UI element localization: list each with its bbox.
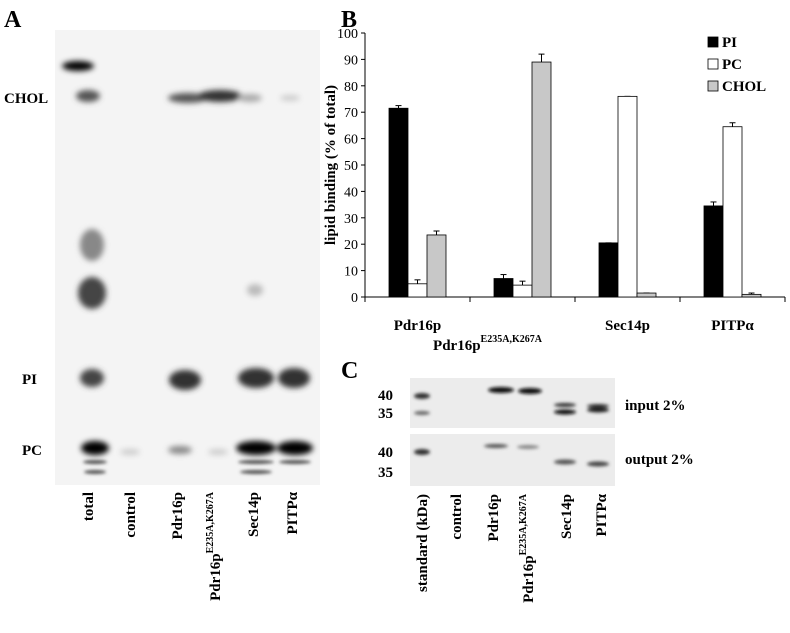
y-tick-label: 50 [344, 159, 358, 174]
lane-label: total [81, 492, 97, 521]
y-tick-label: 90 [344, 53, 358, 68]
bar [426, 234, 447, 298]
category-superscript: E235A,K267A [481, 334, 543, 345]
bar [703, 205, 724, 298]
category-name: Pdr16p [394, 318, 442, 334]
lane-label: standard (kDa) [415, 494, 431, 592]
lane-label: Sec14p [559, 494, 575, 539]
western-blots [410, 378, 615, 486]
error-bar [710, 201, 717, 206]
lane-label: Pdr16p [486, 494, 502, 542]
legend-swatch [707, 58, 719, 70]
error-bar [395, 105, 402, 109]
y-tick-label: 60 [344, 133, 358, 148]
lane-superscript: E235A,K267A [205, 491, 216, 553]
band-label: PC [22, 443, 42, 459]
bar [722, 126, 743, 298]
y-tick-label: 30 [344, 212, 358, 227]
lane-name: total [81, 492, 97, 521]
x-tick-label: PITPα [711, 318, 754, 334]
category-name: Sec14p [605, 318, 650, 334]
legend-label: CHOL [722, 79, 766, 95]
error-bar [538, 53, 545, 63]
band-label: PI [22, 372, 37, 388]
marker-label: 40 [378, 388, 393, 404]
marker-label: 40 [378, 445, 393, 461]
lane-name: PITPα [285, 491, 301, 534]
y-tick-label: 0 [351, 291, 358, 306]
y-tick-label: 40 [344, 185, 358, 200]
lane-label: Pdr16pE235A,K267A [518, 493, 537, 603]
bar [636, 292, 657, 298]
marker-label: 35 [378, 406, 393, 422]
x-tick-label: Pdr16pE235A,K267A [433, 334, 543, 354]
bar [617, 95, 638, 298]
legend-label: PI [722, 35, 737, 51]
category-name: PITPα [711, 318, 754, 334]
y-tick-label: 70 [344, 106, 358, 121]
error-bar [729, 122, 736, 127]
panel-label: C [341, 358, 358, 384]
error-bar [519, 280, 526, 286]
error-bar [500, 274, 507, 279]
bar [512, 284, 533, 298]
lane-name: Sec14p [559, 494, 575, 539]
category-name: Pdr16p [433, 338, 481, 354]
lane-label: control [449, 494, 465, 540]
lane-label: PITPα [594, 493, 610, 536]
y-tick-label: 20 [344, 238, 358, 253]
lane-label: Pdr16pE235A,K267A [205, 491, 224, 601]
x-tick-label: Pdr16p [394, 318, 442, 334]
panel-label: A [4, 7, 22, 33]
bar [741, 293, 762, 298]
lane-name: Pdr16p [208, 553, 224, 601]
lane-name: Pdr16p [170, 492, 186, 540]
bar [388, 107, 409, 298]
lane-name: control [123, 492, 139, 538]
x-tick-label: Sec14p [605, 318, 650, 334]
y-axis-label: lipid binding (% of total) [323, 85, 339, 245]
bar [493, 278, 514, 298]
bar [407, 283, 428, 298]
marker-label: 35 [378, 465, 393, 481]
lane-name: Pdr16p [486, 494, 502, 542]
legend-swatch [707, 36, 719, 48]
tlc-plate [55, 30, 320, 485]
lane-label: PITPα [285, 491, 301, 534]
y-tick-label: 10 [344, 265, 358, 280]
legend-label: PC [722, 57, 742, 73]
y-tick-label: 80 [344, 80, 358, 95]
lane-label: Sec14p [246, 492, 262, 537]
lane-name: PITPα [594, 493, 610, 536]
error-bar [433, 230, 440, 235]
lane-name: Sec14p [246, 492, 262, 537]
error-bar [414, 279, 421, 284]
lane-labels: standard (kDa) control Pdr16pPdr16pE235A,K… [415, 493, 610, 603]
bar [531, 61, 552, 298]
panel-label: B [341, 7, 357, 33]
lane-name: control [449, 494, 465, 540]
band-label: CHOL [4, 91, 48, 107]
lane-label: Pdr16p [170, 492, 186, 540]
legend-swatch [707, 80, 719, 92]
y-tick-label: 100 [337, 27, 358, 42]
lane-name: standard (kDa) [415, 494, 431, 592]
bar [598, 242, 619, 298]
lane-label: control [123, 492, 139, 538]
lane-name: Pdr16p [521, 555, 537, 603]
blot-title: input 2% [625, 398, 685, 414]
blot-title: output 2% [625, 452, 694, 468]
lane-superscript: E235A,K267A [518, 493, 529, 555]
